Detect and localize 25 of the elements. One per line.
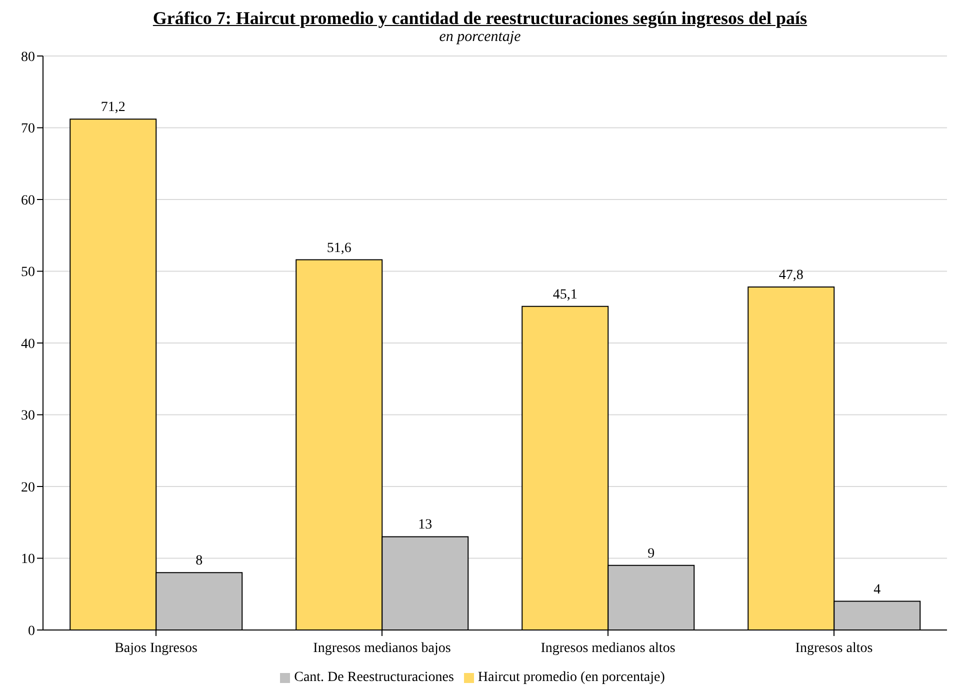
- y-tick-label: 70: [21, 122, 35, 137]
- x-tick-label: Bajos Ingresos: [114, 640, 198, 656]
- x-tick-label: Ingresos altos: [795, 640, 873, 656]
- data-label: 71,2: [100, 100, 126, 116]
- legend-label: Cant. De Reestructuraciones: [294, 670, 454, 685]
- data-label: 13: [418, 518, 432, 533]
- y-tick-label: 0: [28, 624, 35, 639]
- data-label: 9: [648, 546, 655, 562]
- legend-label: Haircut promedio (en porcentaje): [478, 670, 665, 685]
- y-tick-label: 60: [21, 193, 35, 208]
- y-tick-label: 30: [21, 408, 35, 424]
- y-tick-label: 40: [21, 336, 35, 352]
- data-label: 8: [196, 554, 203, 569]
- data-label: 45,1: [552, 287, 578, 302]
- y-tick-label: 20: [21, 480, 35, 496]
- x-tick-label: Ingresos medianos altos: [540, 640, 676, 656]
- x-tick-label: Ingresos medianos bajos: [313, 640, 451, 656]
- y-tick-label: 50: [21, 265, 35, 280]
- data-label: 51,6: [326, 240, 352, 256]
- y-tick-label: 10: [21, 552, 35, 568]
- data-label: 47,8: [778, 268, 804, 284]
- chart-subtitle: en porcentaje: [438, 28, 522, 46]
- data-label: 4: [874, 582, 881, 598]
- y-tick-label: 80: [21, 50, 35, 65]
- chart-title: Gráfico 7: Haircut promedio y cantidad de reestructuraciones según ingresos del país: [152, 8, 808, 28]
